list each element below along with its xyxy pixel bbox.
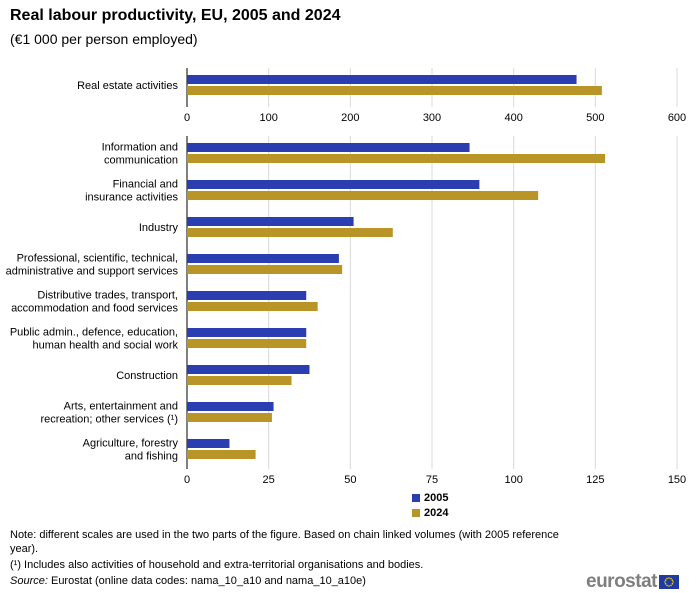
category-label: human health and social work [32, 340, 178, 352]
bar-2005 [187, 365, 310, 374]
x-tick-label: 0 [184, 112, 190, 124]
bar-2024 [187, 86, 602, 95]
x-tick-label: 100 [259, 112, 277, 124]
category-label: Information and [102, 142, 178, 154]
bar-2005 [187, 439, 230, 448]
bar-2024 [187, 265, 343, 274]
bar-2024 [187, 228, 393, 237]
legend-label-2005: 2005 [424, 491, 449, 504]
x-tick-label: 300 [423, 112, 441, 124]
x-tick-label: 200 [341, 112, 359, 124]
x-tick-label: 150 [668, 474, 686, 486]
legend-label-2024: 2024 [424, 506, 449, 519]
source-line: Source: Eurostat (online data codes: nam… [10, 574, 570, 588]
bar-2024 [187, 339, 307, 348]
legend-swatch-2024 [412, 508, 420, 517]
category-label: insurance activities [85, 192, 178, 204]
x-tick-label: 100 [504, 474, 522, 486]
category-label: Real estate activities [77, 80, 178, 92]
legend-item-2024: 2024 [412, 505, 448, 520]
bar-2005 [187, 328, 307, 337]
category-label: Public admin., defence, education, [10, 327, 178, 339]
x-tick-label: 400 [504, 112, 522, 124]
x-tick-label: 25 [263, 474, 275, 486]
category-label: Agriculture, forestry [83, 438, 179, 450]
category-label: communication [104, 155, 178, 167]
chart-title: Real labour productivity, EU, 2005 and 2… [10, 7, 341, 24]
x-tick-label: 50 [344, 474, 356, 486]
category-label: Distributive trades, transport, [37, 290, 178, 302]
bar-2024 [187, 450, 256, 459]
bar-2005 [187, 143, 470, 152]
source-text: Eurostat (online data codes: nama_10_a10… [47, 575, 366, 587]
footnote-text: (¹) Includes also activities of househol… [10, 559, 424, 571]
logo-text: eurostat [586, 571, 657, 592]
category-label: Construction [116, 370, 178, 382]
category-label: Financial and [113, 179, 178, 191]
bar-2005 [187, 402, 274, 411]
legend: 2005 2024 [412, 490, 448, 520]
note-text: Note: different scales are used in the t… [10, 529, 559, 555]
bar-2024 [187, 413, 272, 422]
bar-2005 [187, 254, 339, 263]
chart-subtitle: (€1 000 per person employed) [10, 31, 198, 47]
category-label: recreation; other services (¹) [40, 414, 178, 426]
bar-2005 [187, 75, 577, 84]
bar-2005 [187, 180, 480, 189]
legend-swatch-2005 [412, 493, 420, 502]
x-tick-label: 600 [668, 112, 686, 124]
bar-2024 [187, 376, 292, 385]
category-label: accommodation and food services [11, 303, 178, 315]
category-label: Professional, scientific, technical, [17, 253, 178, 265]
bar-2024 [187, 191, 539, 200]
category-label: Arts, entertainment and [64, 401, 178, 413]
eurostat-logo: eurostat [586, 571, 679, 593]
eu-flag-icon [658, 575, 679, 589]
bar-2024 [187, 154, 606, 163]
category-label: administrative and support services [6, 266, 179, 278]
bar-2024 [187, 302, 318, 311]
category-label: Industry [139, 222, 179, 234]
legend-item-2005: 2005 [412, 490, 448, 505]
source-label: Source: [10, 575, 48, 587]
bar-2005 [187, 217, 354, 226]
x-tick-label: 75 [426, 474, 438, 486]
category-label: and fishing [125, 451, 178, 463]
notes: Note: different scales are used in the t… [10, 528, 570, 590]
x-tick-label: 125 [586, 474, 604, 486]
bar-2005 [187, 291, 307, 300]
x-tick-label: 500 [586, 112, 604, 124]
x-tick-label: 0 [184, 474, 190, 486]
